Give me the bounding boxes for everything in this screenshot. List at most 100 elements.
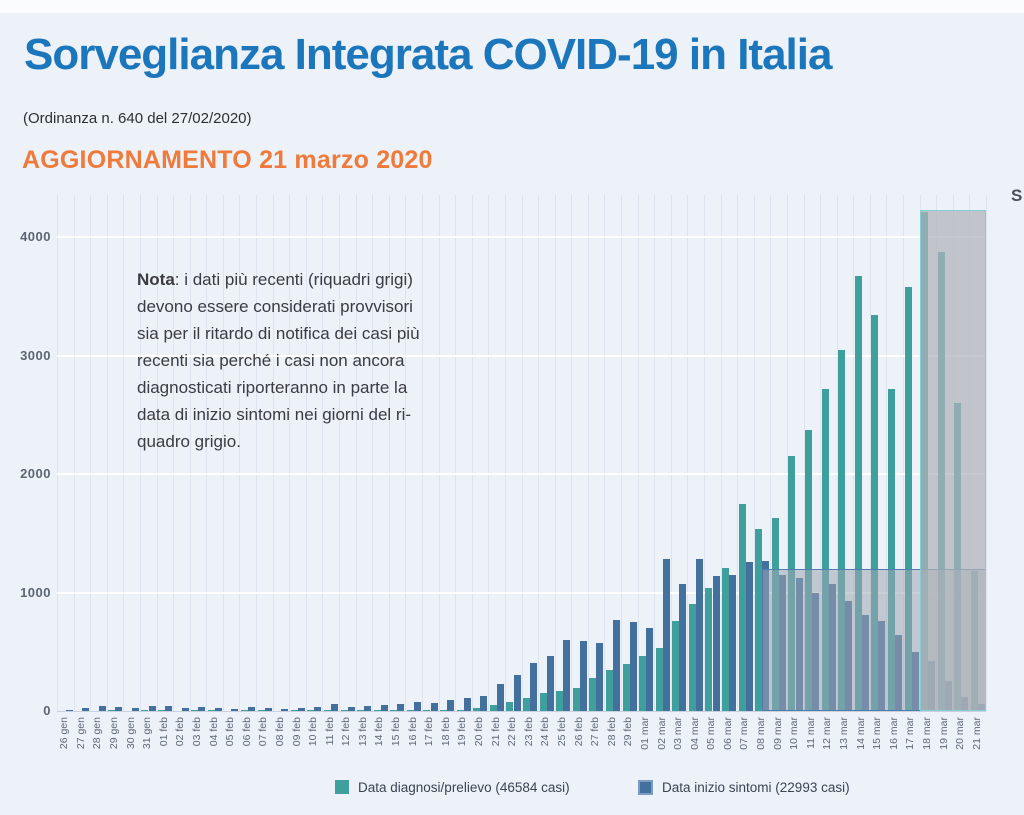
update-heading: AGGIORNAMENTO 21 marzo 2020 — [22, 146, 433, 174]
gridline-vertical — [903, 195, 905, 711]
bar-sintomi-04-feb — [214, 708, 222, 711]
bar-sintomi-24-feb — [546, 656, 554, 711]
gridline-horizontal — [57, 473, 986, 475]
gridline-vertical — [786, 195, 788, 711]
note-line: diagnosticati riporteranno in parte la — [137, 378, 408, 397]
bar-diagnosi-29-gen — [108, 710, 116, 711]
bar-diagnosi-03-mar — [672, 620, 680, 711]
x-tick-label: 01 mar — [638, 717, 651, 750]
bar-sintomi-18-feb — [447, 700, 455, 711]
gridline-vertical — [571, 195, 573, 711]
gridline-vertical — [173, 195, 175, 711]
gridline-vertical — [853, 195, 855, 711]
gridline-vertical — [554, 195, 556, 711]
gridline-vertical — [421, 195, 423, 711]
bar-sintomi-13-feb — [364, 705, 372, 711]
y-tick-label: 1000 — [20, 584, 51, 600]
gridline-vertical — [322, 195, 324, 711]
gridline-vertical — [504, 195, 506, 711]
gridline-vertical — [189, 195, 191, 711]
gridline-vertical — [289, 195, 291, 711]
bar-diagnosi-12-mar — [821, 389, 829, 711]
x-tick-label: 16 feb — [406, 717, 419, 747]
bar-sintomi-19-feb — [463, 697, 471, 711]
gridline-vertical — [239, 195, 241, 711]
gridline-vertical — [123, 195, 125, 711]
y-tick-label: 3000 — [20, 347, 51, 363]
gridline-horizontal — [57, 354, 986, 357]
bar-sintomi-28-gen — [98, 706, 106, 711]
bar-diagnosi-28-feb — [605, 670, 613, 711]
x-tick-label: 18 mar — [920, 717, 933, 750]
bar-diagnosi-15-feb — [390, 710, 398, 711]
note-line: data di inizio sintomi nei giorni del ri… — [137, 405, 412, 424]
bar-diagnosi-01-mar — [639, 655, 647, 711]
gridline-vertical — [820, 195, 822, 711]
bar-sintomi-27-feb — [596, 642, 604, 711]
bar-sintomi-08-feb — [281, 708, 289, 711]
x-tick-label: 27 feb — [589, 717, 602, 747]
gridline-vertical — [471, 195, 473, 711]
gridline-vertical — [339, 195, 341, 711]
x-tick-label: 29 feb — [622, 717, 635, 747]
bar-sintomi-12-feb — [347, 707, 355, 711]
bar-sintomi-27-gen — [82, 708, 90, 711]
bar-diagnosi-08-mar — [755, 529, 763, 711]
legend-label-diagnosi: Data diagnosi/prelievo (46584 casi) — [358, 779, 570, 795]
gridline-vertical — [488, 195, 490, 711]
x-tick-label: 13 mar — [837, 717, 850, 750]
gridline-vertical — [720, 195, 722, 711]
bar-diagnosi-04-mar — [688, 604, 696, 711]
gridline-vertical — [355, 195, 357, 711]
x-tick-label: 14 feb — [373, 717, 386, 747]
bar-diagnosi-17-mar — [904, 286, 912, 711]
y-tick-label: 2000 — [20, 466, 51, 481]
gridline-vertical — [206, 195, 208, 711]
x-axis-line — [57, 711, 986, 712]
bar-sintomi-01-feb — [165, 706, 173, 711]
legend-item-diagnosi: Data diagnosi/prelievo (46584 casi) — [335, 779, 570, 795]
legend-label-sintomi: Data inizio sintomi (22993 casi) — [662, 779, 850, 795]
x-tick-label: 13 feb — [356, 717, 369, 747]
gridline-vertical — [388, 195, 390, 711]
bar-diagnosi-06-mar — [722, 567, 730, 711]
x-tick-label: 04 feb — [207, 717, 220, 747]
bar-sintomi-29-gen — [115, 707, 123, 711]
bar-diagnosi-20-feb — [473, 708, 481, 711]
x-tick-label: 07 feb — [257, 717, 270, 747]
bar-diagnosi-21-feb — [489, 705, 497, 711]
x-tick-label: 30 gen — [124, 717, 137, 750]
x-tick-label: 15 feb — [390, 717, 403, 747]
bar-sintomi-23-feb — [530, 663, 538, 711]
gridline-vertical — [670, 195, 672, 711]
legend-item-sintomi: Data inizio sintomi (22993 casi) — [638, 779, 850, 795]
x-tick-label: 28 feb — [605, 717, 618, 747]
x-tick-label: 25 feb — [555, 717, 568, 747]
bar-sintomi-17-feb — [430, 702, 438, 711]
ordinance-subtitle: (Ordinanza n. 640 del 27/02/2020) — [23, 110, 252, 127]
bar-diagnosi-11-feb — [323, 710, 331, 711]
gridline-vertical — [256, 195, 258, 711]
bar-sintomi-03-mar — [679, 584, 687, 711]
x-tick-label: 03 mar — [672, 717, 685, 750]
y-tick-label: 4000 — [20, 229, 51, 244]
x-tick-label: 11 feb — [323, 717, 336, 746]
note-line: quadro grigio. — [137, 432, 241, 451]
gridline-vertical — [770, 195, 772, 711]
x-tick-label: 15 mar — [871, 717, 884, 750]
x-tick-label: 02 feb — [174, 717, 187, 747]
bar-diagnosi-07-mar — [738, 504, 746, 711]
x-tick-label: 17 mar — [904, 717, 917, 750]
clipped-text-fragment: S — [1011, 186, 1023, 205]
bar-sintomi-15-feb — [397, 703, 405, 711]
x-tick-label: 11 mar — [804, 717, 817, 749]
x-tick-label: 10 mar — [788, 717, 801, 750]
gridline-vertical — [57, 195, 58, 711]
gridline-vertical — [156, 195, 158, 711]
x-tick-label: 07 mar — [738, 717, 751, 750]
x-tick-label: 23 feb — [522, 717, 535, 747]
x-tick-label: 08 feb — [273, 717, 286, 747]
x-tick-label: 20 mar — [954, 717, 967, 750]
x-tick-label: 16 mar — [887, 717, 900, 750]
